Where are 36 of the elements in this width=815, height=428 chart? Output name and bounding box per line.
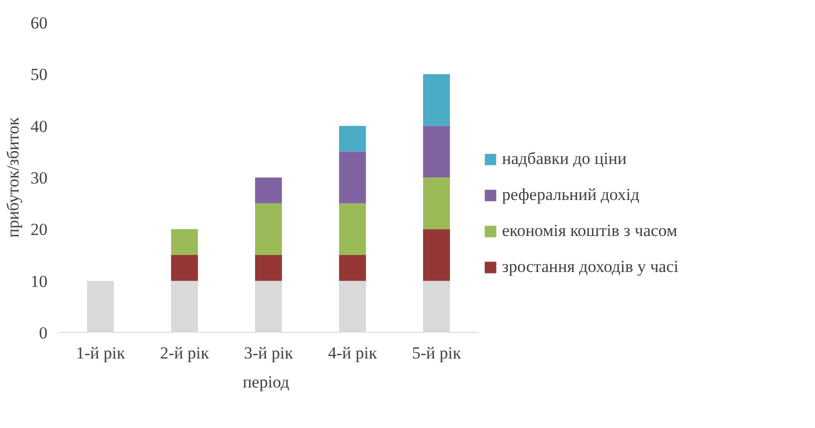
bar xyxy=(255,178,282,204)
bar xyxy=(339,126,366,152)
bar xyxy=(423,74,450,126)
bar xyxy=(255,203,282,255)
bar xyxy=(171,280,198,332)
y-tick-label: 30 xyxy=(30,168,48,188)
bar xyxy=(423,178,450,230)
x-tick-label: 5-й рік xyxy=(412,344,462,362)
bar xyxy=(339,280,366,332)
bar xyxy=(423,126,450,178)
bar xyxy=(339,255,366,281)
bar xyxy=(339,203,366,255)
bar xyxy=(171,229,198,255)
bar xyxy=(423,280,450,332)
bar xyxy=(255,280,282,332)
legend-label: надбавки до ціни xyxy=(502,149,627,169)
y-axis-title: прибуток/збиток xyxy=(4,116,22,238)
x-tick-label: 4-й рік xyxy=(328,344,378,362)
legend-label: зростання доходів у часі xyxy=(502,257,678,277)
bar xyxy=(339,152,366,204)
legend-label: економія коштів з часом xyxy=(502,221,678,241)
bar xyxy=(423,229,450,281)
bar xyxy=(87,280,114,332)
x-tick-label: 3-й рік xyxy=(244,344,294,362)
x-axis-title: період xyxy=(242,372,290,392)
y-tick-label: 50 xyxy=(30,65,48,84)
legend-label: реферальний дохід xyxy=(502,185,640,205)
y-tick-label: 0 xyxy=(39,324,48,342)
y-tick-label: 20 xyxy=(30,220,48,240)
y-tick-label: 60 xyxy=(30,14,48,32)
x-tick-label: 1-й рік xyxy=(76,344,126,362)
bar xyxy=(255,255,282,281)
y-tick-label: 10 xyxy=(30,272,48,291)
x-tick-label: 2-й рік xyxy=(160,344,210,362)
y-tick-label: 40 xyxy=(30,116,48,136)
bar xyxy=(171,255,198,281)
